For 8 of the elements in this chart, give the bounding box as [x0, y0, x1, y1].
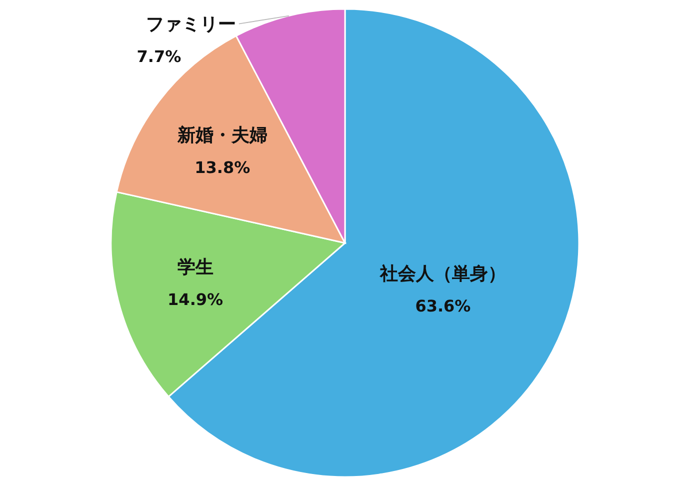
- slice-label: ファミリー: [146, 14, 236, 35]
- data-label: 63.6%: [415, 296, 471, 316]
- data-label: 14.9%: [168, 290, 224, 309]
- data-label: 13.8%: [194, 158, 250, 178]
- slice-label: 新婚・夫婦: [176, 125, 268, 146]
- data-label: 7.7%: [136, 46, 182, 66]
- slice-label: 社会人（単身）: [378, 264, 506, 285]
- slice-label: 学生: [177, 256, 214, 278]
